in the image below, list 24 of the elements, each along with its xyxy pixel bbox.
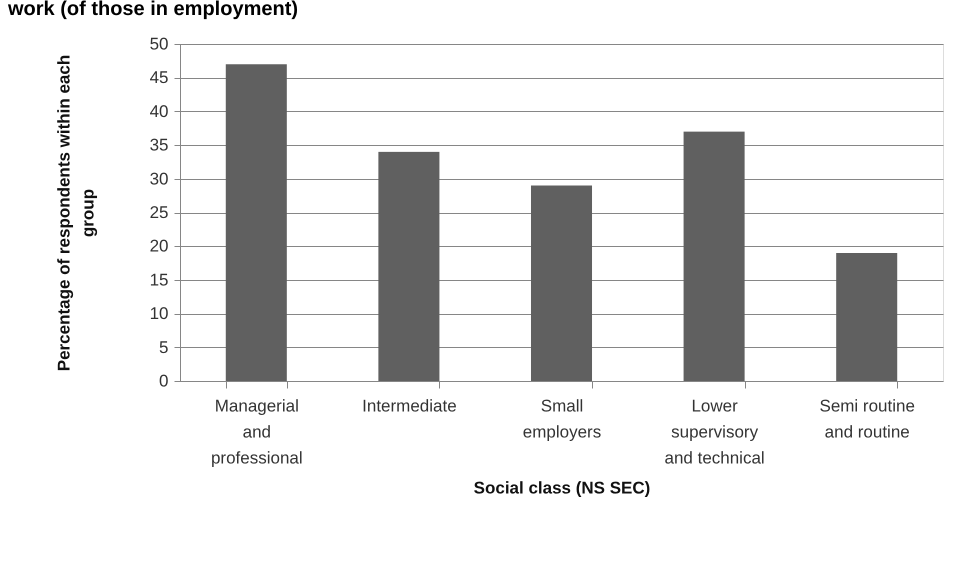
y-tick-label: 15 bbox=[150, 270, 168, 290]
y-tick-label: 40 bbox=[150, 102, 168, 121]
x-tick-label: Managerial and professional bbox=[210, 396, 303, 468]
y-tick-label: 35 bbox=[150, 136, 168, 155]
x-tick-label: Intermediate bbox=[362, 396, 457, 416]
bar bbox=[836, 252, 898, 381]
x-tick-label: Semi routine and routine bbox=[819, 396, 915, 442]
y-tick-label: 20 bbox=[150, 236, 168, 256]
y-tick-label: 45 bbox=[150, 68, 168, 88]
bar bbox=[530, 186, 592, 381]
y-axis-title: Percentage of respondents within each group bbox=[54, 54, 98, 372]
y-tick-label: 50 bbox=[150, 34, 168, 54]
x-tick-label: Lower supervisory and technical bbox=[664, 396, 765, 468]
x-tick-label: Small employers bbox=[522, 396, 602, 442]
y-tick-label: 30 bbox=[150, 169, 168, 188]
bar bbox=[226, 64, 287, 381]
x-axis-title: Social class (NS SEC) bbox=[474, 478, 650, 498]
y-tick-label: 0 bbox=[159, 372, 168, 390]
y-tick-label: 5 bbox=[159, 338, 168, 357]
bar bbox=[378, 152, 440, 381]
y-tick-label: 25 bbox=[150, 203, 168, 222]
chart-title: work (of those in employment) bbox=[7, 0, 298, 20]
bar bbox=[684, 132, 745, 381]
y-tick-label: 10 bbox=[150, 304, 168, 324]
